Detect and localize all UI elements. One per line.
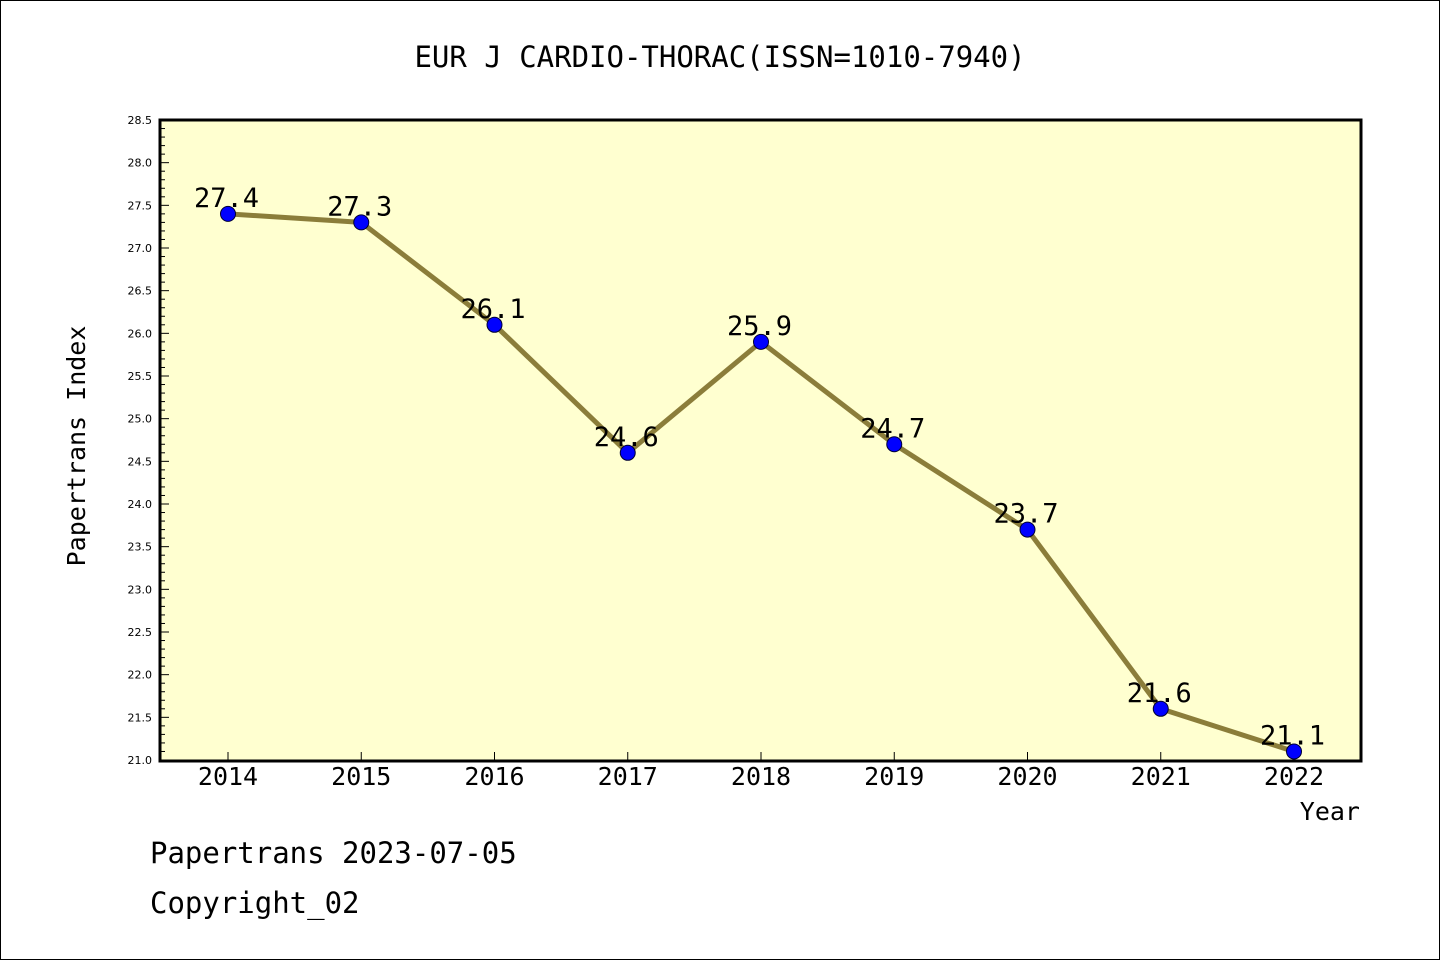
x-tick-label: 2022	[1264, 762, 1324, 791]
y-tick-label: 25.5	[128, 370, 153, 383]
y-tick-label: 27.0	[128, 242, 153, 255]
x-axis-label: Year	[1300, 797, 1360, 826]
y-axis-label: Papertrans Index	[62, 326, 91, 567]
x-tick-label: 2016	[464, 762, 524, 791]
chart-title: EUR J CARDIO-THORAC(ISSN=1010-7940)	[414, 40, 1025, 74]
y-tick-label: 22.0	[128, 669, 153, 682]
data-label: 24.6	[594, 422, 659, 453]
y-tick-label: 23.0	[128, 583, 153, 596]
data-point	[1286, 743, 1302, 760]
y-tick-label: 27.5	[128, 199, 153, 212]
y-axis-ticks: 21.0 21.5 22.0 22.5 23.0 23.5 24.0 24.5 25.0 25.5…	[128, 114, 169, 767]
x-tick-label: 2019	[864, 762, 924, 791]
x-axis-ticks: 2014 2015 2016 2017 2018 2019 2020 2021 2022	[198, 752, 1324, 791]
x-tick-label: 2021	[1131, 762, 1191, 791]
y-tick-label: 21.0	[128, 754, 153, 767]
data-markers	[220, 205, 1302, 760]
y-tick-label: 28.5	[128, 114, 153, 127]
y-tick-label: 26.0	[128, 327, 153, 340]
data-label: 25.9	[727, 311, 792, 342]
data-point	[486, 316, 503, 333]
y-tick-label: 26.5	[128, 285, 153, 298]
data-labels: 27.4 27.3 26.1 24.6 25.9 24.7 23.7 21.6 21.1	[194, 183, 1325, 752]
x-tick-label: 2018	[731, 762, 791, 791]
data-label: 27.3	[327, 191, 392, 222]
y-tick-label: 23.5	[128, 541, 153, 554]
data-point	[886, 436, 903, 453]
y-tick-label: 28.0	[128, 157, 153, 170]
y-tick-label: 24.0	[128, 498, 153, 511]
x-tick-label: 2014	[198, 762, 258, 791]
data-label: 21.6	[1127, 678, 1192, 709]
x-tick-label: 2017	[598, 762, 658, 791]
data-label: 23.7	[994, 499, 1059, 530]
footer-copyright: Copyright_02	[150, 886, 360, 920]
y-tick-label: 25.0	[128, 413, 153, 426]
data-label: 21.1	[1260, 720, 1325, 751]
y-tick-label: 24.5	[128, 455, 153, 468]
data-label: 27.4	[194, 183, 259, 214]
data-point	[753, 333, 769, 350]
data-point	[1019, 521, 1036, 538]
data-label: 24.7	[860, 413, 925, 444]
data-point	[619, 444, 636, 461]
data-point	[220, 205, 236, 222]
data-label: 26.1	[461, 294, 526, 325]
y-tick-label: 22.5	[128, 626, 153, 639]
x-tick-label: 2020	[997, 762, 1057, 791]
y-tick-label: 21.5	[128, 711, 153, 724]
footer-date: Papertrans 2023-07-05	[150, 836, 517, 870]
data-point	[1152, 700, 1169, 717]
data-point	[353, 214, 370, 231]
x-tick-label: 2015	[331, 762, 391, 791]
